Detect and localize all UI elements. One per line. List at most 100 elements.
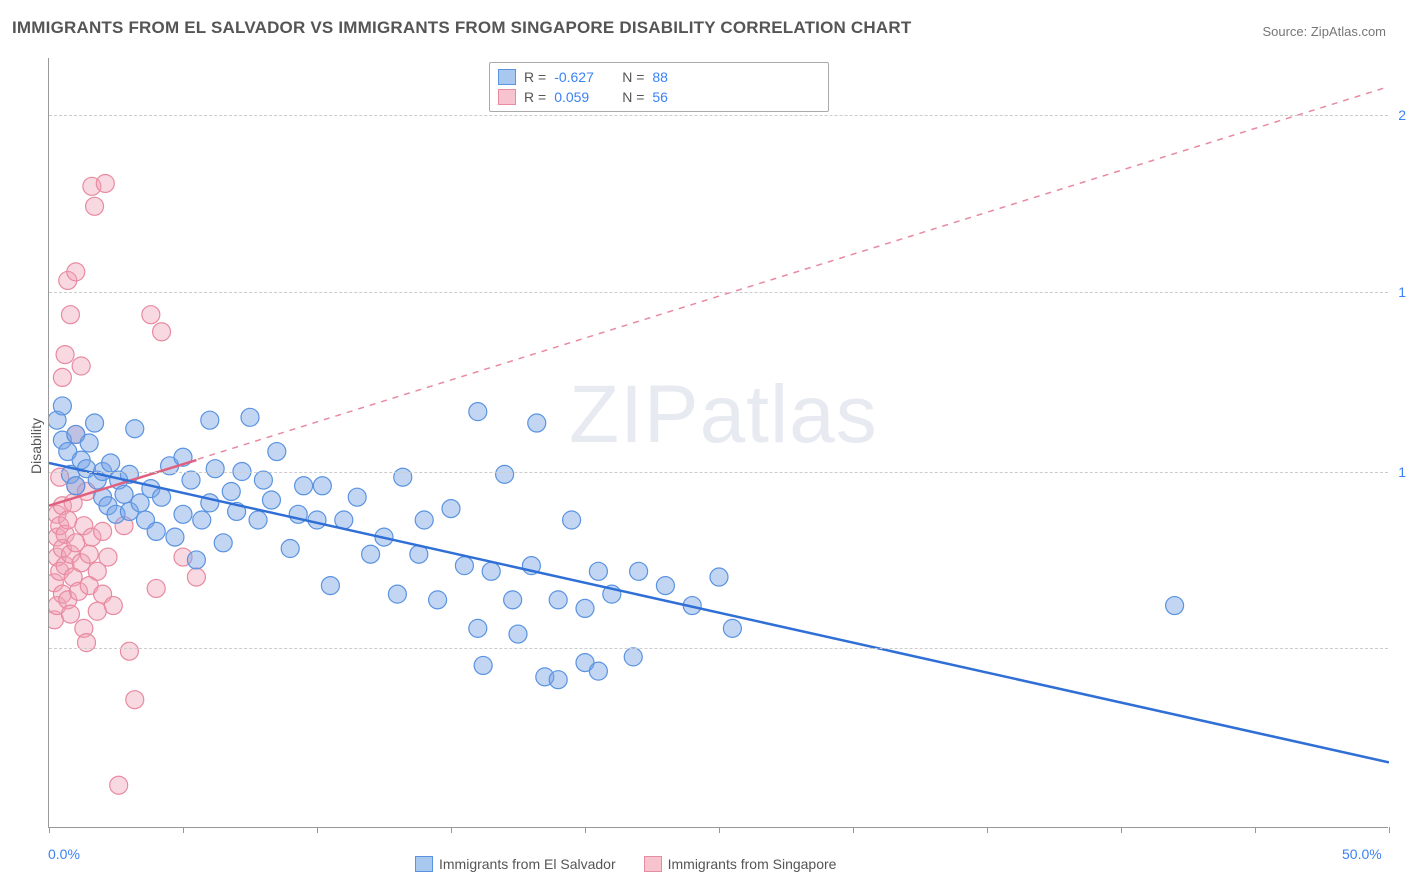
data-point [67,477,85,495]
data-point [80,545,98,563]
x-tick [1389,827,1390,833]
stats-legend: R =-0.627N =88R =0.059N =56 [489,62,829,112]
data-point [509,625,527,643]
trend-line [49,463,1389,762]
legend-item: Immigrants from El Salvador [415,856,616,872]
data-point [182,471,200,489]
scatter-svg [49,58,1389,828]
n-label: N = [622,89,644,105]
stats-row: R =0.059N =56 [498,87,820,107]
x-tick [1255,827,1256,833]
data-point [126,420,144,438]
data-point [504,591,522,609]
data-point [415,511,433,529]
x-tick [719,827,720,833]
data-point [656,577,674,595]
data-point [61,605,79,623]
data-point [96,174,114,192]
data-point [53,397,71,415]
data-point [86,197,104,215]
data-point [630,562,648,580]
data-point [295,477,313,495]
data-point [86,414,104,432]
n-value: 88 [652,69,668,85]
series-legend: Immigrants from El Salvador Immigrants fr… [415,856,836,872]
legend-swatch [498,89,516,105]
legend-label: Immigrants from El Salvador [439,856,616,872]
data-point [624,648,642,666]
data-point [147,579,165,597]
data-point [388,585,406,603]
data-point [268,443,286,461]
data-point [120,642,138,660]
data-point [262,491,280,509]
y-tick-label: 18.8% [1390,284,1406,300]
x-tick [1121,827,1122,833]
data-point [549,671,567,689]
data-point [254,471,272,489]
data-point [321,577,339,595]
chart-container: IMMIGRANTS FROM EL SALVADOR VS IMMIGRANT… [0,0,1406,892]
data-point [80,434,98,452]
gridline [49,472,1388,473]
data-point [102,454,120,472]
data-point [429,591,447,609]
data-point [53,368,71,386]
y-tick-label: 12.5% [1390,464,1406,480]
plot-area: ZIPatlas R =-0.627N =88R =0.059N =56 6.3… [48,58,1388,828]
data-point [72,357,90,375]
data-point [59,511,77,529]
data-point [56,346,74,364]
data-point [723,619,741,637]
data-point [61,306,79,324]
data-point [110,776,128,794]
data-point [104,597,122,615]
data-point [166,528,184,546]
data-point [348,488,366,506]
x-tick [853,827,854,833]
x-tick [987,827,988,833]
legend-swatch [415,856,433,872]
r-label: R = [524,69,546,85]
y-axis-label: Disability [28,418,44,474]
data-point [99,548,117,566]
data-point [496,465,514,483]
data-point [241,408,259,426]
data-point [469,403,487,421]
data-point [94,522,112,540]
data-point [115,485,133,503]
legend-swatch [498,69,516,85]
y-tick-label: 6.3% [1390,640,1406,656]
n-label: N = [622,69,644,85]
r-value: -0.627 [554,69,614,85]
trend-line [49,87,1389,506]
data-point [187,551,205,569]
data-point [174,505,192,523]
data-point [222,482,240,500]
data-point [528,414,546,432]
x-tick [49,827,50,833]
data-point [549,591,567,609]
data-point [67,263,85,281]
data-point [193,511,211,529]
gridline [49,292,1388,293]
data-point [362,545,380,563]
legend-swatch [644,856,662,872]
data-point [206,460,224,478]
data-point [474,656,492,674]
chart-title: IMMIGRANTS FROM EL SALVADOR VS IMMIGRANT… [12,18,911,38]
data-point [710,568,728,586]
data-point [88,602,106,620]
data-point [442,500,460,518]
data-point [187,568,205,586]
gridline [49,648,1388,649]
y-tick-label: 25.0% [1390,107,1406,123]
data-point [249,511,267,529]
r-label: R = [524,89,546,105]
data-point [281,540,299,558]
data-point [201,411,219,429]
legend-label: Immigrants from Singapore [668,856,837,872]
n-value: 56 [652,89,668,105]
data-point [153,323,171,341]
data-point [576,599,594,617]
